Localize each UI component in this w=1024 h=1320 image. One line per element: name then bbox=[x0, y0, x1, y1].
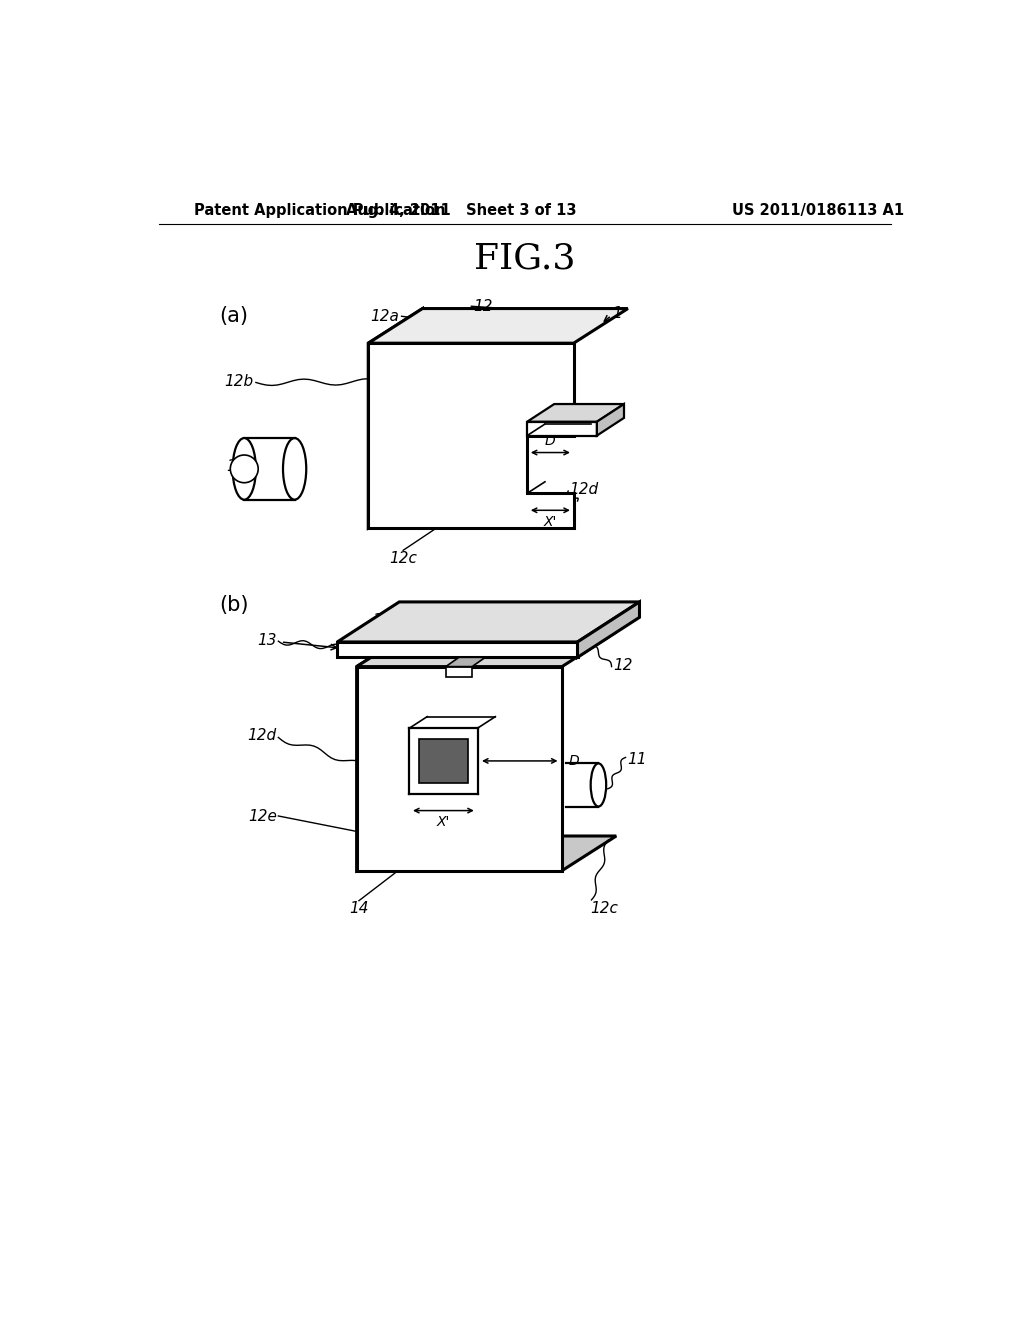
Text: 13: 13 bbox=[589, 405, 608, 420]
Polygon shape bbox=[356, 667, 562, 871]
Text: 12e: 12e bbox=[248, 809, 276, 824]
Text: 1: 1 bbox=[612, 306, 623, 322]
Text: 12d: 12d bbox=[569, 482, 599, 498]
Ellipse shape bbox=[283, 438, 306, 500]
Text: 12b: 12b bbox=[224, 374, 254, 389]
Ellipse shape bbox=[591, 763, 606, 807]
Text: 12c: 12c bbox=[590, 902, 617, 916]
Polygon shape bbox=[356, 836, 616, 871]
Circle shape bbox=[230, 455, 258, 483]
Bar bbox=[445, 667, 472, 677]
Polygon shape bbox=[527, 422, 597, 436]
Text: 1: 1 bbox=[621, 611, 631, 627]
Text: Patent Application Publication: Patent Application Publication bbox=[194, 203, 445, 218]
Text: (a): (a) bbox=[219, 306, 249, 326]
Polygon shape bbox=[356, 632, 616, 667]
Text: 12a: 12a bbox=[371, 309, 399, 323]
Text: 11: 11 bbox=[627, 751, 646, 767]
Polygon shape bbox=[337, 642, 578, 657]
Polygon shape bbox=[527, 404, 624, 422]
Text: X': X' bbox=[437, 816, 451, 829]
Polygon shape bbox=[356, 632, 411, 871]
Polygon shape bbox=[445, 657, 485, 667]
Text: Aug. 4, 2011   Sheet 3 of 13: Aug. 4, 2011 Sheet 3 of 13 bbox=[346, 203, 577, 218]
Text: D: D bbox=[568, 754, 579, 768]
Text: D: D bbox=[545, 434, 556, 447]
Bar bbox=[419, 739, 468, 783]
Bar bbox=[566, 763, 598, 807]
Text: 13: 13 bbox=[257, 632, 276, 648]
Text: FIG.3: FIG.3 bbox=[474, 242, 575, 276]
Text: X': X' bbox=[544, 515, 557, 529]
Ellipse shape bbox=[232, 438, 256, 500]
Text: 11: 11 bbox=[226, 459, 246, 474]
Text: 12: 12 bbox=[473, 298, 493, 314]
Text: 12a: 12a bbox=[372, 612, 400, 628]
Polygon shape bbox=[369, 343, 573, 528]
Text: 12c: 12c bbox=[389, 552, 417, 566]
Polygon shape bbox=[369, 309, 423, 528]
Text: 12: 12 bbox=[613, 657, 633, 673]
Polygon shape bbox=[597, 404, 624, 436]
Polygon shape bbox=[578, 602, 640, 657]
Text: 12d: 12d bbox=[248, 729, 276, 743]
Text: US 2011/0186113 A1: US 2011/0186113 A1 bbox=[732, 203, 904, 218]
Text: 14: 14 bbox=[349, 902, 369, 916]
Text: (b): (b) bbox=[219, 595, 249, 615]
Bar bbox=[245, 438, 295, 500]
Polygon shape bbox=[369, 309, 628, 343]
Polygon shape bbox=[337, 602, 640, 642]
